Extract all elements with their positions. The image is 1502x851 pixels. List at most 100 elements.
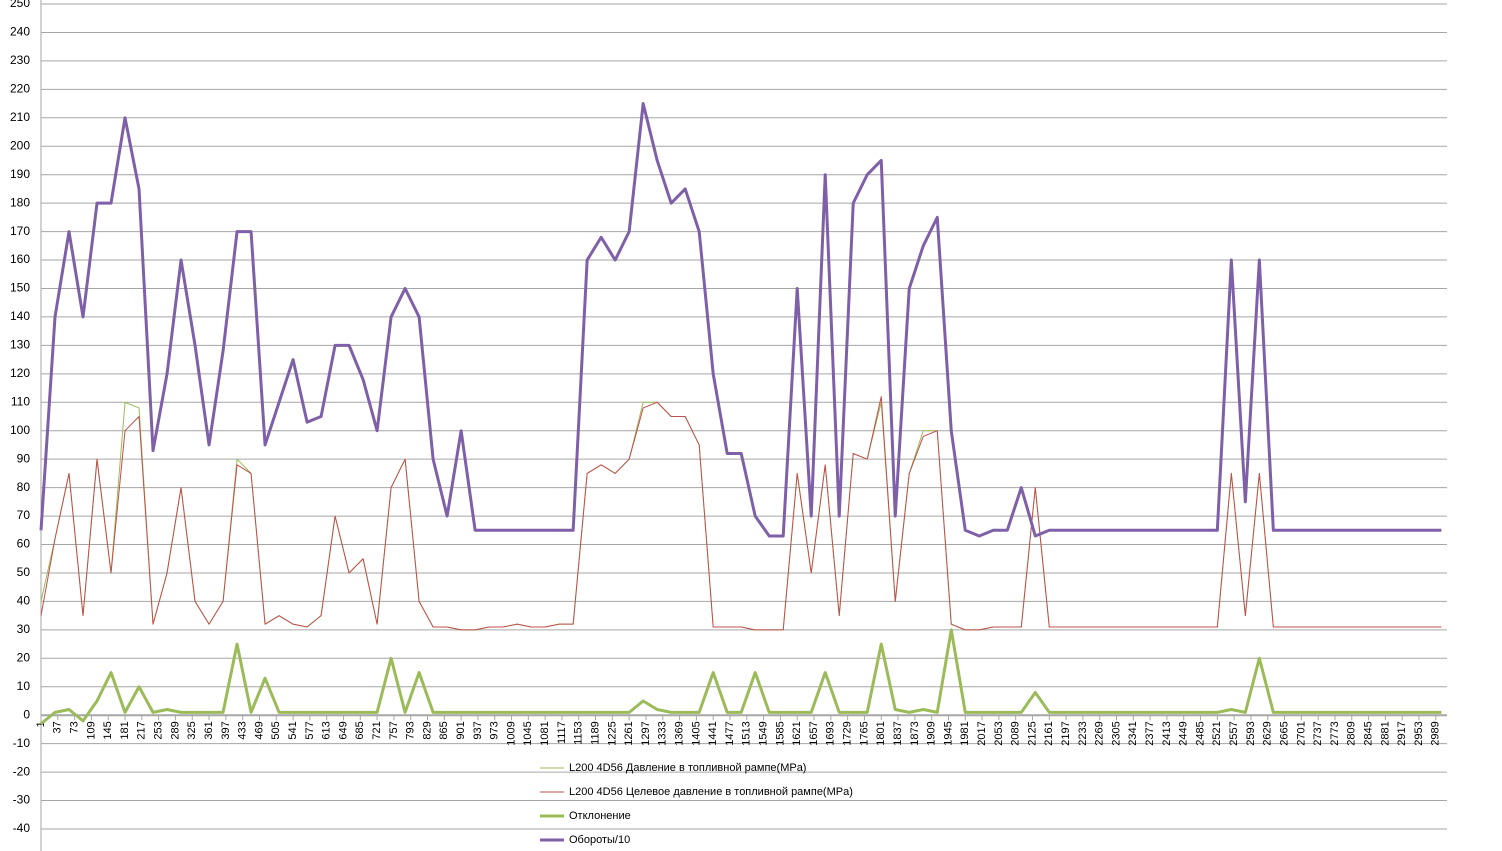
- y-tick-label: 20: [17, 650, 31, 664]
- x-tick-label: 2665: [1278, 721, 1290, 745]
- x-tick-label: 1117: [556, 721, 568, 744]
- x-tick-label: 2557: [1228, 721, 1240, 745]
- y-tick-label: 240: [10, 25, 30, 39]
- x-tick-label: 757: [388, 721, 400, 739]
- x-tick-label: 2701: [1295, 721, 1307, 745]
- y-tick-label: 200: [10, 138, 30, 152]
- y-tick-label: -30: [13, 793, 31, 807]
- x-tick-label: 181: [119, 721, 131, 739]
- legend-label: Отклонение: [569, 810, 631, 822]
- x-tick-label: 1513: [741, 721, 753, 745]
- y-tick-label: -40: [13, 821, 31, 835]
- y-tick-label: 180: [10, 195, 30, 209]
- y-tick-label: 210: [10, 110, 30, 124]
- y-tick-label: 60: [17, 537, 31, 551]
- x-tick-label: 721: [371, 721, 383, 739]
- x-tick-label: 253: [153, 721, 165, 739]
- y-tick-label: 110: [11, 394, 30, 408]
- x-tick-label: 73: [69, 721, 81, 733]
- x-tick-label: 469: [253, 721, 265, 739]
- x-tick-label: 2881: [1379, 721, 1391, 745]
- x-tick-label: 145: [102, 721, 114, 739]
- x-tick-label: 685: [354, 721, 366, 739]
- x-tick-label: 1657: [808, 721, 820, 745]
- x-tick-label: 793: [405, 721, 417, 739]
- x-tick-label: 2737: [1312, 721, 1324, 745]
- y-tick-label: 160: [10, 252, 30, 266]
- x-tick-label: 2197: [1060, 721, 1072, 745]
- y-tick-label: 90: [17, 451, 31, 465]
- y-tick-label: 100: [10, 423, 30, 437]
- x-tick-label: 1945: [942, 721, 954, 745]
- x-tick-label: 2629: [1262, 721, 1274, 745]
- x-tick-label: 2377: [1144, 721, 1156, 745]
- y-tick-label: 150: [10, 281, 30, 295]
- x-tick-label: 577: [304, 721, 316, 739]
- x-tick-label: 1261: [623, 721, 635, 745]
- x-tick-label: 1189: [589, 721, 601, 745]
- x-tick-label: 649: [337, 721, 349, 739]
- series-line: [40, 396, 1442, 631]
- legend-label: L200 4D56 Давление в топливной рампе(MPa…: [569, 762, 806, 774]
- x-tick-label: 2485: [1194, 721, 1206, 745]
- x-tick-label: 361: [203, 721, 215, 739]
- x-tick-label: 1369: [673, 721, 685, 745]
- x-tick-label: 2917: [1396, 721, 1408, 745]
- x-tick-label: 901: [455, 721, 467, 739]
- x-tick-label: 2017: [976, 721, 988, 745]
- x-tick-label: 1081: [539, 721, 551, 745]
- x-tick-label: 613: [321, 721, 333, 739]
- x-tick-label: 2593: [1245, 721, 1257, 745]
- x-tick-label: 2161: [1043, 721, 1055, 745]
- x-tick-label: 2053: [993, 721, 1005, 745]
- x-tick-label: 1297: [640, 721, 652, 745]
- x-tick-label: 973: [489, 721, 501, 739]
- x-tick-label: 1909: [926, 721, 938, 745]
- x-tick-label: 1981: [959, 721, 971, 745]
- series-line: [39, 102, 1442, 538]
- x-tick-label: 2845: [1362, 721, 1374, 745]
- x-tick-label: 1009: [505, 721, 517, 745]
- x-tick-label: 2773: [1329, 721, 1341, 745]
- y-tick-label: 50: [17, 565, 31, 579]
- x-tick-label: 397: [220, 721, 232, 739]
- x-tick-label: 2953: [1413, 721, 1425, 745]
- y-tick-label: 0: [23, 707, 30, 721]
- y-tick-label: 220: [10, 82, 30, 96]
- y-tick-label: 10: [17, 679, 31, 693]
- y-tick-label: 230: [10, 53, 30, 67]
- x-tick-label: 1549: [758, 721, 770, 745]
- x-tick-label: 1873: [909, 721, 921, 745]
- x-tick-label: 109: [85, 721, 97, 739]
- x-tick-label: 1621: [791, 721, 803, 745]
- x-tick-label: 1441: [707, 721, 719, 745]
- x-tick-label: 217: [136, 721, 148, 739]
- y-tick-label: 130: [10, 338, 30, 352]
- x-tick-label: 1333: [657, 721, 669, 745]
- x-tick-label: 1: [35, 721, 47, 727]
- legend-label: Обороты/10: [569, 834, 630, 846]
- x-tick-label: 1405: [690, 721, 702, 745]
- y-tick-label: 140: [10, 309, 30, 323]
- x-tick-label: 2413: [1161, 721, 1173, 745]
- x-tick-label: 829: [421, 721, 433, 739]
- x-tick-label: 1765: [858, 721, 870, 745]
- y-tick-label: -10: [13, 736, 31, 750]
- x-tick-label: 2305: [1110, 721, 1122, 745]
- x-tick-label: 2809: [1346, 721, 1358, 745]
- y-tick-label: 70: [17, 508, 31, 522]
- x-tick-label: 325: [186, 721, 198, 739]
- y-tick-label: 190: [10, 167, 30, 181]
- x-tick-label: 1225: [606, 721, 618, 745]
- x-tick-label: 2989: [1430, 721, 1442, 745]
- x-tick-label: 2269: [1094, 721, 1106, 745]
- x-tick-label: 2089: [1010, 721, 1022, 745]
- y-tick-label: 120: [10, 366, 30, 380]
- x-tick-label: 1477: [724, 721, 736, 745]
- x-tick-label: 1729: [842, 721, 854, 745]
- legend-label: L200 4D56 Целевое давление в топливной р…: [569, 786, 853, 798]
- x-tick-label: 1585: [774, 721, 786, 745]
- y-tick-label: 30: [17, 622, 31, 636]
- x-tick-label: 2521: [1211, 721, 1223, 745]
